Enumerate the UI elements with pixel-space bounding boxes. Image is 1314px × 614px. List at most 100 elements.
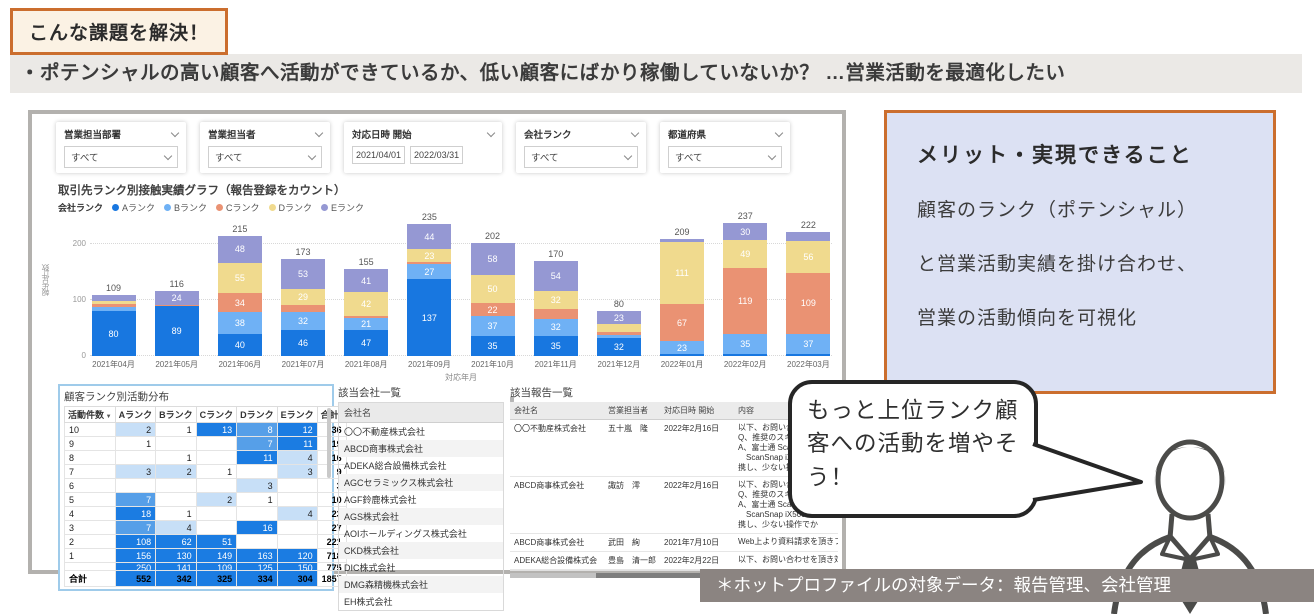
bar-segment-Bランク[interactable]: 32	[533, 318, 578, 337]
bar-segment-Dランク[interactable]: 111	[660, 241, 705, 304]
bar-segment-Cランク[interactable]	[281, 305, 326, 313]
bar-segment-Aランク[interactable]: 80	[91, 311, 136, 356]
chevron-down-icon[interactable]	[774, 128, 784, 138]
legend-item[interactable]: Bランク	[164, 201, 207, 214]
bar-segment-Dランク[interactable]: 49	[723, 240, 768, 268]
bar-segment-Eランク[interactable]: 23	[596, 311, 641, 325]
bar-segment-Bランク[interactable]	[91, 306, 136, 312]
bar-segment-Eランク[interactable]: 58	[470, 242, 515, 276]
company-row[interactable]: 〇〇不動産株式会社	[344, 427, 426, 437]
company-row[interactable]: DIC株式会社	[344, 563, 396, 573]
bar-segment-Aランク[interactable]: 40	[217, 333, 262, 356]
date-end-input[interactable]: 2022/03/31	[410, 146, 464, 164]
bar-segment-Dランク[interactable]	[154, 304, 199, 306]
bar-segment-Aランク[interactable]	[786, 354, 831, 356]
bar-segment-Cランク[interactable]	[407, 261, 452, 265]
company-row[interactable]: AGF鈴鹿株式会社	[344, 495, 417, 505]
matrix-row[interactable]: 8 1 11 4 16	[64, 450, 347, 465]
matrix-row[interactable]: 2 108 62 51 221	[64, 534, 347, 549]
legend-item[interactable]: Cランク	[216, 201, 260, 214]
bar-segment-Bランク[interactable]: 38	[217, 312, 262, 334]
filter-dropdown[interactable]: すべて	[668, 146, 782, 168]
bar-segment-Bランク[interactable]: 35	[723, 334, 768, 354]
bar-segment-Eランク[interactable]: 54	[533, 260, 578, 292]
bar-segment-Bランク[interactable]: 27	[407, 264, 452, 280]
bar-segment-Dランク[interactable]: 42	[344, 292, 389, 316]
bar-segment-Bランク[interactable]: 21	[344, 317, 389, 330]
matrix-row[interactable]: 9 1 7 11 19	[64, 436, 347, 451]
bar-segment-Bランク[interactable]	[596, 335, 641, 339]
bar-segment-Dランク[interactable]	[596, 324, 641, 332]
matrix-row[interactable]: 10 2 1 13 8 12 36	[64, 422, 347, 437]
matrix-column-header[interactable]: 活動件数 ▼	[64, 406, 116, 423]
bar-segment-Cランク[interactable]: 34	[217, 293, 262, 313]
bar-segment-Aランク[interactable]	[660, 354, 705, 356]
matrix-row[interactable]: 1 156 130 149 163 120 718	[64, 548, 347, 563]
matrix-column-header[interactable]: Aランク	[114, 406, 157, 423]
bar-segment-Bランク[interactable]: 37	[470, 315, 515, 337]
bar-segment-Aランク[interactable]: 35	[470, 336, 515, 356]
company-row[interactable]: DMG森精機株式会社	[339, 576, 503, 593]
legend-item[interactable]: Eランク	[321, 201, 364, 214]
bar-segment-Aランク[interactable]: 32	[596, 338, 641, 356]
report-row[interactable]: 〇〇不動産株式会社 五十嵐 隆 2022年2月16日 以下、お問い合わせを頂 Q、推奨の…	[510, 420, 838, 477]
bar-segment-Bランク[interactable]: 32	[281, 312, 326, 331]
bar-segment-Aランク[interactable]: 137	[407, 279, 452, 356]
bar-segment-Dランク[interactable]: 29	[281, 288, 326, 306]
bar-segment-Aランク[interactable]: 35	[533, 336, 578, 356]
bar-segment-Dランク[interactable]: 55	[217, 262, 262, 294]
company-row[interactable]: CKD株式会社	[339, 542, 503, 559]
bar-segment-Eランク[interactable]: 41	[344, 269, 389, 293]
matrix-row[interactable]: 250 141 109 125 150 775	[64, 562, 347, 571]
chevron-down-icon[interactable]	[630, 128, 640, 138]
matrix-row[interactable]: 合計 552 342 325 334 304 1857	[64, 570, 347, 587]
report-column-header[interactable]: 対応日時 開始	[664, 406, 715, 415]
bar-segment-Eランク[interactable]: 24	[154, 291, 199, 305]
bar-segment-Cランク[interactable]	[533, 308, 578, 319]
bar-segment-Eランク[interactable]: 44	[407, 224, 452, 250]
bar-segment-Dランク[interactable]: 50	[470, 275, 515, 304]
chevron-down-icon[interactable]	[486, 128, 496, 138]
bar-segment-Eランク[interactable]: 30	[723, 223, 768, 241]
matrix-row[interactable]: 3 7 4 16 27	[64, 520, 347, 535]
company-row[interactable]: ADEKA総合設備株式会社	[344, 461, 447, 471]
matrix-row[interactable]: 5 7 2 1 10	[64, 492, 347, 507]
bar-segment-Eランク[interactable]: 53	[281, 259, 326, 289]
filter-dropdown[interactable]: すべて	[524, 146, 638, 168]
company-row[interactable]: AGCセラミックス株式会社	[339, 474, 503, 491]
company-column-header[interactable]: 会社名	[339, 403, 503, 423]
legend-item[interactable]: Dランク	[268, 201, 312, 214]
matrix-column-header[interactable]: Dランク	[236, 406, 278, 423]
matrix-column-header[interactable]: Bランク	[155, 406, 197, 423]
bar-segment-Bランク[interactable]	[154, 305, 199, 307]
bar-segment-Aランク[interactable]: 89	[154, 306, 199, 356]
matrix-column-header[interactable]: Cランク	[195, 406, 238, 423]
filter-dropdown[interactable]: すべて	[208, 146, 322, 168]
company-row[interactable]: ABCD商事株式会社	[339, 440, 503, 457]
date-start-input[interactable]: 2021/04/01	[352, 146, 406, 164]
matrix-row[interactable]: 633	[64, 478, 347, 493]
bar-segment-Eランク[interactable]	[660, 238, 705, 242]
bar-segment-Eランク[interactable]	[91, 294, 136, 302]
report-row[interactable]: ABCD商事株式会社 武田 絢 2021年7月10日 Web上より資料請求を頂きフォ	[510, 534, 838, 552]
matrix-row[interactable]: 4 18 1 4 23	[64, 506, 347, 521]
matrix-column-header[interactable]: Eランク	[276, 406, 318, 423]
bar-segment-Eランク[interactable]	[786, 231, 831, 242]
company-list-scrollbar[interactable]	[510, 396, 514, 403]
company-row[interactable]: AGS株式会社	[339, 508, 503, 525]
report-row[interactable]: ABCD商事株式会社 諏訪 澪 2022年2月16日 以下、お問い合わせを頂 Q、推奨の…	[510, 477, 838, 534]
bar-segment-Aランク[interactable]: 46	[281, 330, 326, 356]
bar-segment-Cランク[interactable]: 119	[723, 267, 768, 335]
bar-segment-Cランク[interactable]	[596, 331, 641, 336]
report-row[interactable]: ADEKA総合設備株式会 豊島 清一郎 2022年2月22日 以下、お問い合わせを頂き…	[510, 552, 838, 570]
bar-segment-Bランク[interactable]: 23	[660, 341, 705, 355]
chevron-down-icon[interactable]	[170, 128, 180, 138]
bar-segment-Bランク[interactable]: 37	[786, 333, 831, 355]
report-column-header[interactable]: 内容	[738, 406, 754, 415]
bar-segment-Dランク[interactable]	[91, 301, 136, 304]
chevron-down-icon[interactable]	[314, 128, 324, 138]
bar-segment-Eランク[interactable]: 48	[217, 235, 262, 263]
report-hscrollbar[interactable]	[510, 573, 810, 578]
bar-segment-Cランク[interactable]: 109	[786, 272, 831, 334]
